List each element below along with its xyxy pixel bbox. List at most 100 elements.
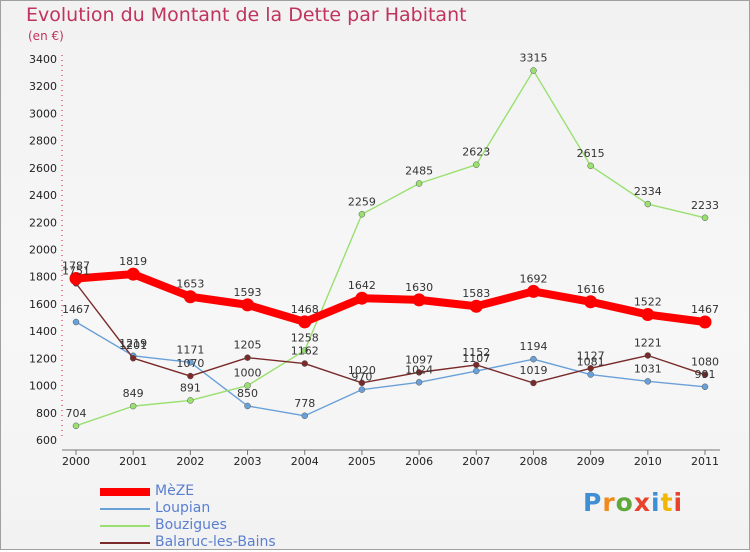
x-tick-label: 2000 — [62, 455, 90, 468]
y-tick-label: 3400 — [29, 53, 57, 66]
data-point — [530, 355, 537, 363]
legend-label: Balaruc-les-Bains — [155, 534, 276, 550]
logo-letter: r — [602, 488, 616, 517]
data-point — [355, 291, 369, 305]
y-tick-label: 3000 — [29, 107, 57, 120]
data-labels: 1467 1219 1171 850 778 970 1024 1107 1194 1081 103… — [62, 52, 719, 420]
data-label: 2623 — [462, 146, 490, 159]
y-tick-label: 3200 — [29, 80, 57, 93]
legend-swatch — [100, 525, 150, 527]
data-point — [526, 284, 540, 298]
data-label: 1630 — [405, 281, 433, 294]
series-line — [75, 270, 706, 326]
legend-item: MèZE — [100, 484, 320, 501]
data-point — [587, 365, 594, 372]
y-tick-label: 1000 — [29, 380, 57, 393]
data-label: 1221 — [634, 336, 662, 349]
data-label: 1000 — [234, 367, 262, 380]
data-point — [183, 290, 197, 304]
data-label: 3315 — [519, 52, 547, 65]
unit-label: (en €) — [28, 29, 64, 43]
data-label: 1692 — [519, 272, 547, 285]
data-label: 1593 — [234, 286, 262, 299]
data-label: 1070 — [176, 357, 204, 370]
data-label: 1616 — [577, 283, 605, 296]
data-point — [244, 354, 251, 361]
data-label: 970 — [351, 371, 372, 384]
data-label: 1258 — [291, 331, 319, 344]
data-label: 1031 — [634, 362, 662, 375]
data-point — [530, 67, 537, 74]
y-tick-label: 2000 — [29, 244, 57, 257]
data-label: 1819 — [119, 255, 147, 268]
data-point — [69, 271, 83, 285]
x-tick-label: 2006 — [405, 455, 433, 468]
data-point — [644, 378, 652, 385]
logo-letter: x — [633, 488, 651, 517]
data-label: 1205 — [234, 339, 262, 352]
data-label: 1194 — [519, 340, 547, 353]
series-line — [75, 321, 706, 417]
data-point — [301, 347, 308, 354]
data-point — [701, 214, 709, 222]
legend-item: Balaruc-les-Bains — [100, 535, 320, 552]
x-tick-label: 2007 — [462, 455, 490, 468]
data-point — [641, 308, 655, 322]
legend-label: Loupian — [155, 500, 211, 516]
data-point — [358, 386, 366, 393]
legend: MèZE Loupian Bouzigues Balaruc-les-Bains — [100, 484, 320, 552]
data-point — [187, 372, 194, 380]
data-point — [644, 352, 652, 359]
x-tick-label: 2001 — [119, 455, 147, 468]
data-point — [587, 371, 594, 378]
series-line — [75, 282, 706, 384]
series-m-ze — [69, 267, 712, 329]
data-point — [187, 359, 194, 366]
data-label: 2615 — [577, 147, 605, 160]
y-tick-label: 1600 — [29, 298, 57, 311]
data-point — [644, 200, 652, 208]
y-tick-label: 1800 — [29, 271, 57, 284]
data-point — [701, 371, 709, 378]
data-point — [469, 299, 483, 313]
x-tick-label: 2002 — [176, 455, 204, 468]
y-tick-label: 800 — [36, 407, 57, 420]
data-point — [473, 361, 480, 369]
x-tick-label: 2008 — [519, 455, 547, 468]
data-label: 1583 — [462, 287, 490, 300]
data-point — [415, 180, 423, 187]
data-point — [241, 298, 255, 312]
data-point — [587, 162, 594, 170]
series-balaruc-les-bains — [72, 280, 709, 387]
series-line — [75, 69, 706, 427]
data-point — [415, 379, 423, 386]
data-point — [701, 383, 709, 391]
data-point — [473, 367, 480, 375]
data-point — [129, 354, 137, 362]
data-label: 1107 — [462, 352, 490, 365]
data-point — [244, 402, 251, 410]
data-label: 1522 — [634, 296, 662, 309]
data-point — [584, 295, 598, 309]
legend-item: Bouzigues — [100, 518, 320, 535]
data-point — [358, 211, 366, 218]
data-label: 1642 — [348, 279, 376, 292]
logo-letter: P — [583, 488, 603, 517]
data-label: 850 — [237, 387, 258, 400]
series-layer — [69, 67, 712, 430]
data-label: 849 — [123, 387, 144, 400]
data-label: 1080 — [691, 356, 719, 369]
data-label: 778 — [294, 397, 315, 410]
data-point — [698, 315, 712, 329]
x-tick-label: 2004 — [291, 455, 319, 468]
series-bouzigues — [72, 67, 709, 430]
logo-letter: i — [651, 488, 661, 517]
x-tick-label: 2010 — [634, 455, 662, 468]
data-label: 704 — [66, 407, 87, 420]
data-label: 1201 — [119, 339, 147, 352]
y-tick-label: 600 — [36, 434, 57, 447]
legend-label: MèZE — [155, 483, 195, 499]
data-point — [473, 161, 480, 168]
x-tick-label: 2011 — [691, 455, 719, 468]
data-point — [301, 360, 308, 367]
